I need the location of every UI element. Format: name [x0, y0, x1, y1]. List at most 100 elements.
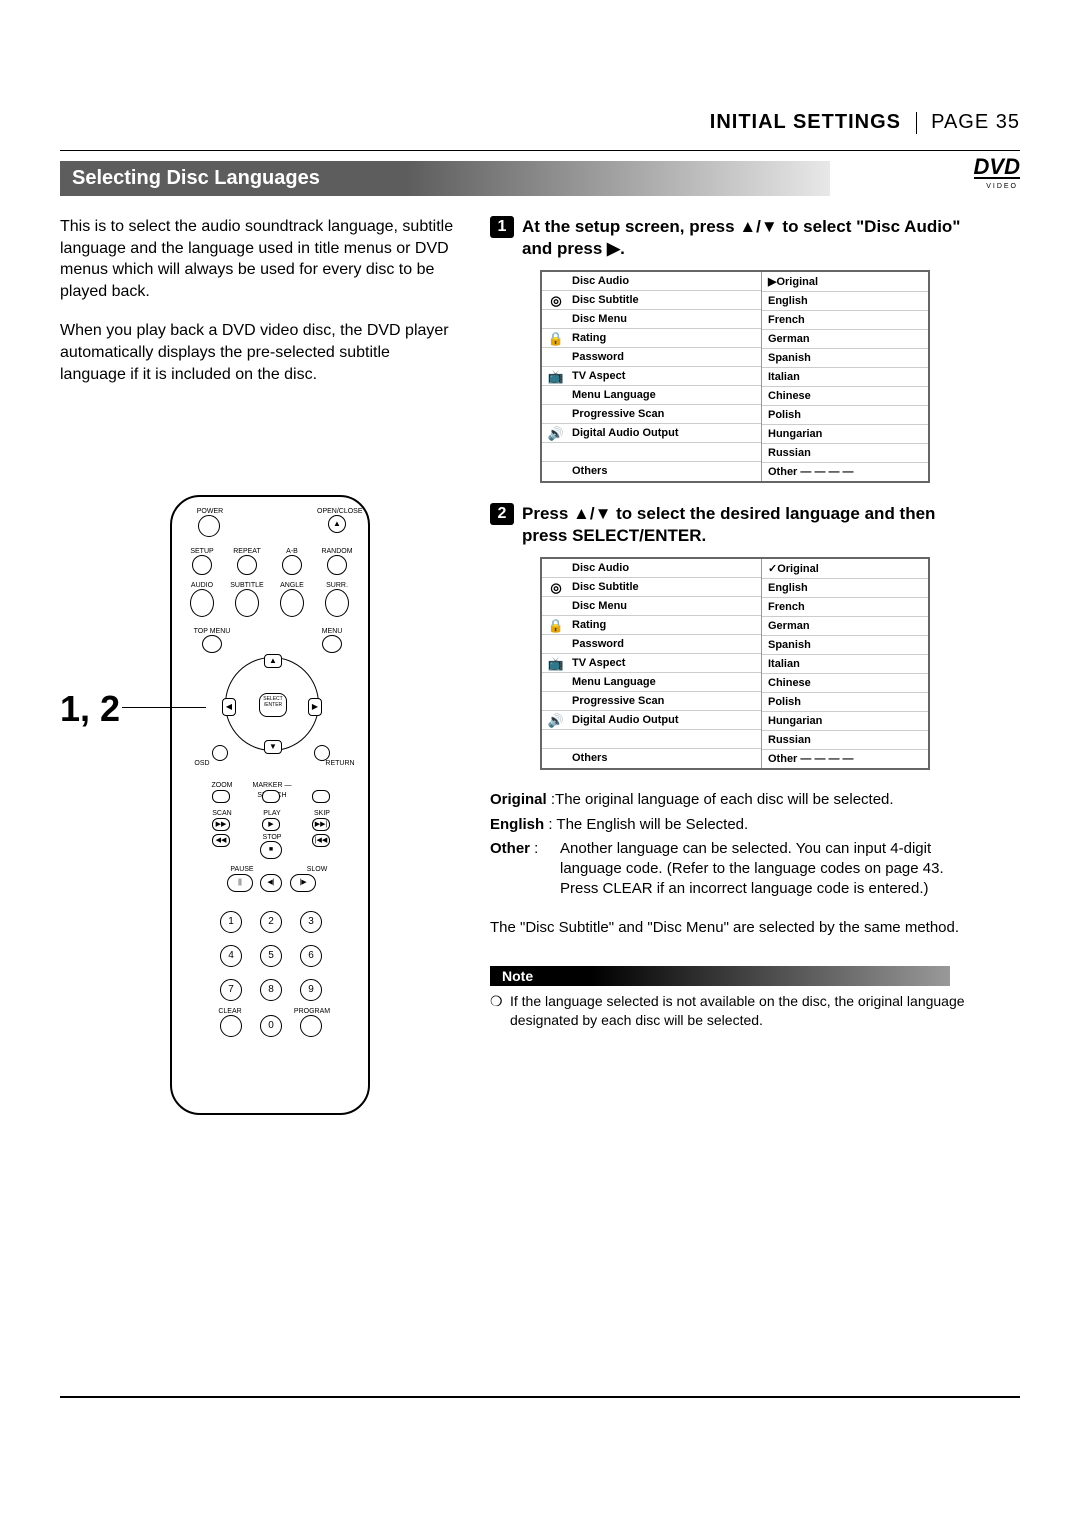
menu-button-icon — [322, 635, 342, 653]
speaker-icon: 🔊 — [547, 713, 565, 728]
menu1-right: ▶Original English French German Spanish … — [762, 272, 928, 481]
menu-item: 🔒Rating — [542, 329, 761, 348]
remote-illustration: POWER OPEN/CLOSE ▲ SETUP REPEAT A-B RAND… — [170, 495, 370, 1115]
step2-header: 2 Press ▲/▼ to select the desired langua… — [490, 503, 980, 547]
tv-icon: 📺 — [547, 369, 565, 384]
columns: This is to select the audio soundtrack l… — [60, 216, 1020, 1115]
step1-num: 1 — [490, 216, 514, 238]
stop-button-icon: ■ — [260, 841, 282, 859]
menu-item: Progressive Scan — [542, 692, 761, 711]
desc-other: Other : Another language can be selected… — [490, 839, 980, 900]
note-header: Note — [490, 966, 950, 986]
dvd-logo-sub: VIDEO — [986, 183, 1018, 190]
num-2-icon: 2 — [260, 911, 282, 933]
menu-screen-1: Disc Audio ◎Disc Subtitle Disc Menu 🔒Rat… — [540, 270, 930, 483]
opt-item: Hungarian — [762, 712, 928, 731]
opt-item: French — [762, 598, 928, 617]
opt-item: Hungarian — [762, 425, 928, 444]
dvd-logo: DVD — [974, 157, 1020, 179]
note-text: If the language selected is not availabl… — [510, 992, 980, 1030]
opt-item: Italian — [762, 655, 928, 674]
dpad-left-icon: ◀ — [222, 698, 236, 716]
note-bullet-icon: ❍ — [490, 992, 510, 1030]
setup-button-icon — [192, 555, 212, 575]
descriptions: Original :The original language of each … — [490, 790, 980, 899]
step2-text: Press ▲/▼ to select the desired language… — [522, 503, 980, 547]
opt-item: French — [762, 311, 928, 330]
footer-rule — [60, 1396, 1020, 1398]
remote-callout: 1, 2 — [60, 685, 120, 734]
btn-label-return: RETURN — [320, 759, 360, 768]
openclose-button-icon: ▲ — [328, 515, 346, 533]
menu-item: 📺TV Aspect — [542, 367, 761, 386]
menu-item: Menu Language — [542, 386, 761, 405]
tv-icon: 📺 — [547, 656, 565, 671]
disc-icon: ◎ — [547, 293, 565, 308]
opt-item: Italian — [762, 368, 928, 387]
intro-p2: When you play back a DVD video disc, the… — [60, 320, 460, 385]
opt-item: Other — — — — — [762, 463, 928, 481]
menu-item: 🔊Digital Audio Output — [542, 711, 761, 730]
section-title: Selecting Disc Languages — [60, 161, 830, 196]
lock-icon: 🔒 — [547, 618, 565, 633]
menu-item: Password — [542, 348, 761, 367]
menu-item: Password — [542, 635, 761, 654]
page-header: INITIAL SETTINGS PAGE 35 — [710, 111, 1020, 134]
note-body: ❍ If the language selected is not availa… — [490, 992, 980, 1030]
menu-item: Others — [542, 749, 761, 767]
random-button-icon — [327, 555, 347, 575]
power-button-icon — [198, 515, 220, 537]
subtitle-button-icon — [235, 589, 259, 617]
num-3-icon: 3 — [300, 911, 322, 933]
opt-item: ✓Original — [762, 559, 928, 579]
marker-button-icon — [262, 790, 280, 803]
menu-screen-2: Disc Audio ◎Disc Subtitle Disc Menu 🔒Rat… — [540, 557, 930, 770]
dpad-ring: ▲ ▼ ◀ ▶ SELECT /ENTER — [225, 657, 319, 751]
menu-item: 🔒Rating — [542, 616, 761, 635]
step1-header: 1 At the setup screen, press ▲/▼ to sele… — [490, 216, 980, 260]
slow-rev-button-icon: ◀| — [260, 874, 282, 892]
page-frame: INITIAL SETTINGS PAGE 35 DVD VIDEO Selec… — [60, 150, 1020, 1115]
menu-item: Others — [542, 462, 761, 480]
right-column: 1 At the setup screen, press ▲/▼ to sele… — [490, 216, 980, 1115]
opt-item: German — [762, 617, 928, 636]
menu-item: Progressive Scan — [542, 405, 761, 424]
num-1-icon: 1 — [220, 911, 242, 933]
dpad-right-icon: ▶ — [308, 698, 322, 716]
osd-button-icon — [212, 745, 228, 761]
surr-button-icon — [325, 589, 349, 617]
opt-item: Polish — [762, 693, 928, 712]
lock-icon: 🔒 — [547, 331, 565, 346]
dpad-up-icon: ▲ — [264, 654, 282, 668]
opt-item: Spanish — [762, 349, 928, 368]
clear-button-icon — [220, 1015, 242, 1037]
audio-button-icon — [190, 589, 214, 617]
num-4-icon: 4 — [220, 945, 242, 967]
header-page: PAGE 35 — [931, 111, 1020, 133]
num-5-icon: 5 — [260, 945, 282, 967]
play-button-icon: ▶ — [262, 818, 280, 831]
dpad-select-enter: SELECT /ENTER — [259, 693, 287, 717]
ab-button-icon — [282, 555, 302, 575]
opt-item: Spanish — [762, 636, 928, 655]
num-8-icon: 8 — [260, 979, 282, 1001]
menu-item: Disc Menu — [542, 597, 761, 616]
opt-item: English — [762, 292, 928, 311]
header-divider — [916, 112, 917, 134]
step2-num: 2 — [490, 503, 514, 525]
search-button-icon — [312, 790, 330, 803]
num-9-icon: 9 — [300, 979, 322, 1001]
program-button-icon — [300, 1015, 322, 1037]
desc-original: Original :The original language of each … — [490, 790, 980, 810]
dpad-down-icon: ▼ — [264, 740, 282, 754]
desc-english: English : The English will be Selected. — [490, 815, 980, 835]
menu-item — [542, 730, 761, 749]
btn-label-osd: OSD — [182, 759, 222, 768]
menu-item: ◎Disc Subtitle — [542, 291, 761, 310]
menu-item: Menu Language — [542, 673, 761, 692]
skip-prev-button-icon: |◀◀ — [312, 834, 330, 847]
subnote: The "Disc Subtitle" and "Disc Menu" are … — [490, 918, 980, 938]
opt-item: Russian — [762, 731, 928, 750]
speaker-icon: 🔊 — [547, 426, 565, 441]
menu-item: Disc Audio — [542, 272, 761, 291]
